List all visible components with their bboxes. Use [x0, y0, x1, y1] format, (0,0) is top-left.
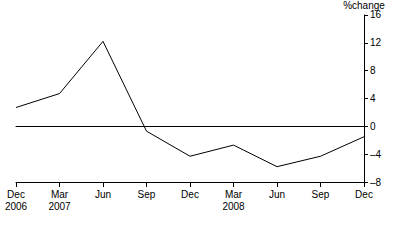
- svg-text:Sep: Sep: [312, 189, 330, 200]
- svg-text:2006: 2006: [5, 201, 28, 212]
- svg-text:Dec: Dec: [355, 189, 373, 200]
- svg-text:8: 8: [370, 65, 376, 76]
- svg-text:Mar: Mar: [225, 189, 243, 200]
- svg-text:12: 12: [370, 37, 382, 48]
- svg-text:Mar: Mar: [51, 189, 69, 200]
- svg-text:16: 16: [370, 9, 382, 20]
- svg-text:–8: –8: [370, 177, 382, 188]
- svg-text:Dec: Dec: [7, 189, 25, 200]
- svg-text:0: 0: [370, 121, 376, 132]
- svg-text:Jun: Jun: [269, 189, 285, 200]
- svg-text:–4: –4: [370, 149, 382, 160]
- svg-text:2008: 2008: [222, 201, 245, 212]
- svg-text:Jun: Jun: [95, 189, 111, 200]
- svg-text:2007: 2007: [48, 201, 71, 212]
- svg-text:Dec: Dec: [181, 189, 199, 200]
- svg-text:4: 4: [370, 93, 376, 104]
- svg-text:Sep: Sep: [138, 189, 156, 200]
